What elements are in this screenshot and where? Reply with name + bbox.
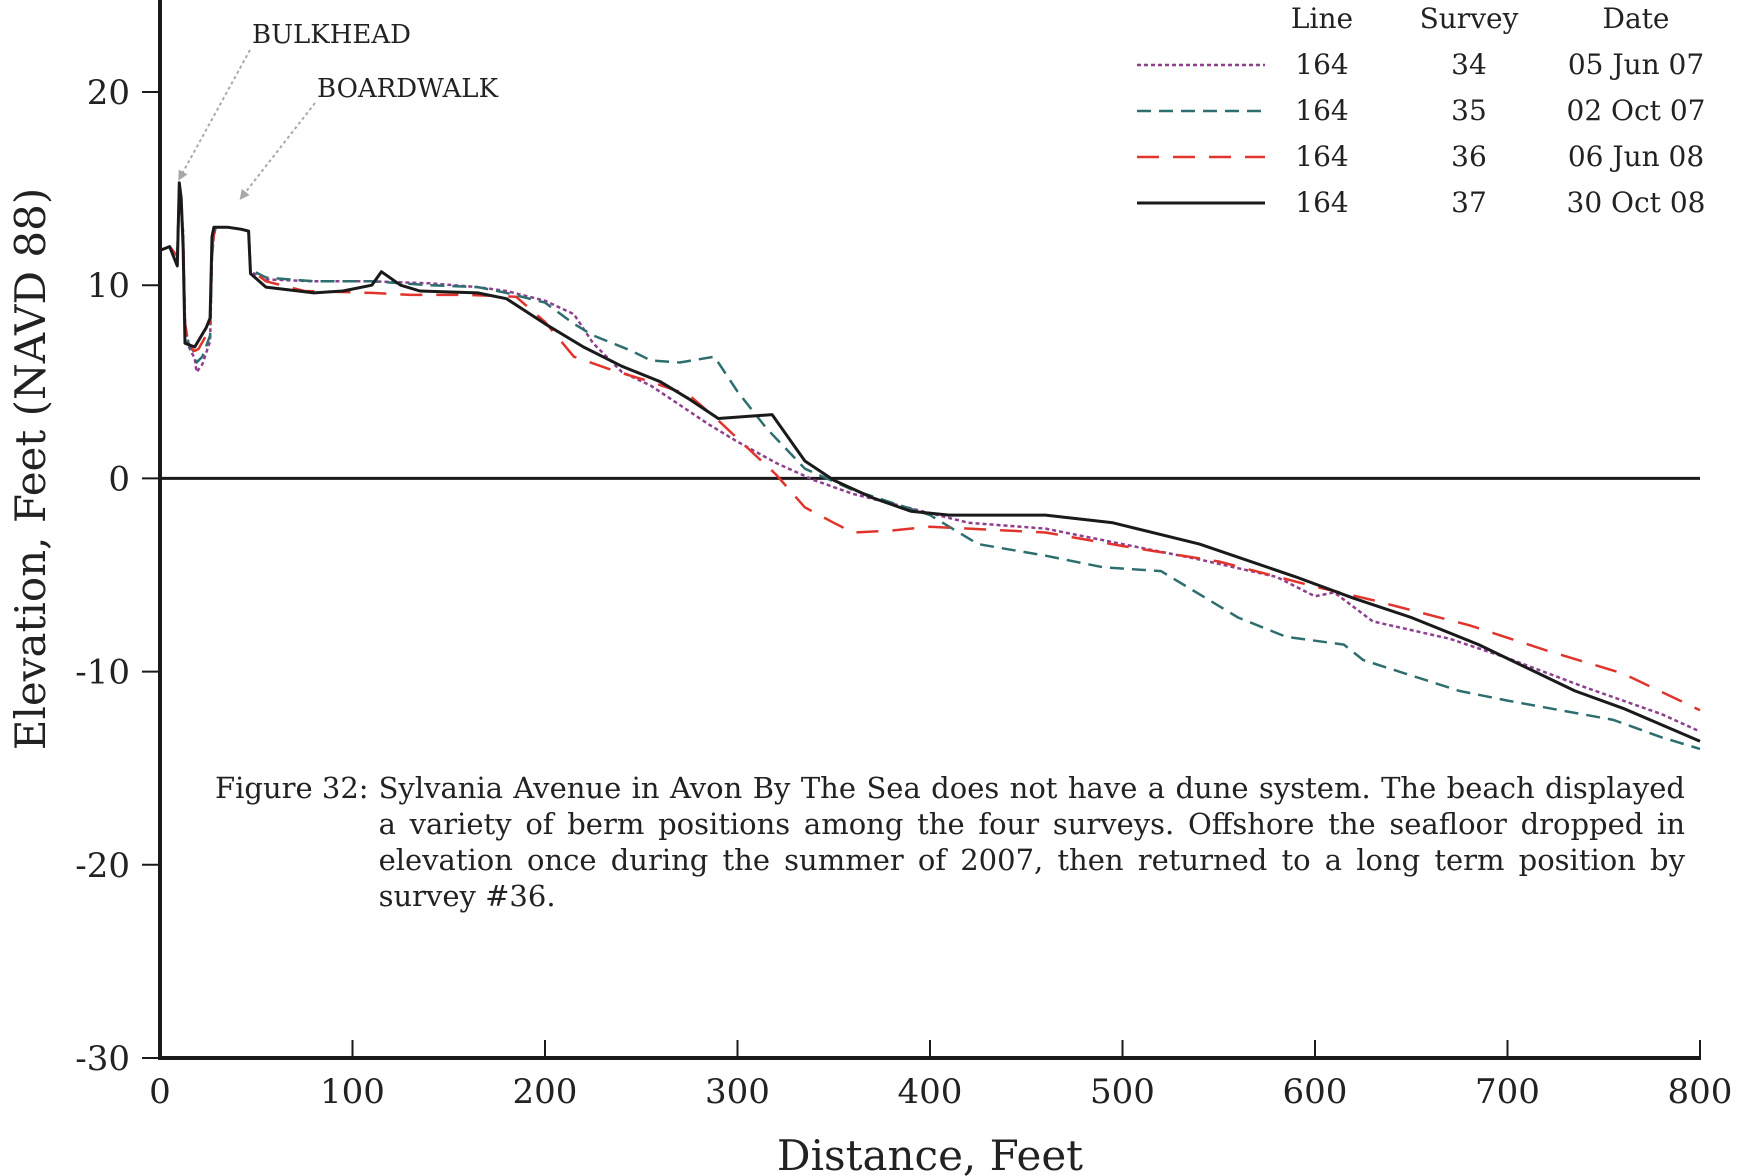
x-tick-label: 800 [1668, 1072, 1733, 1112]
legend-entry-value: 164 [1295, 186, 1348, 219]
legend-entry-value: 02 Oct 07 [1567, 94, 1706, 127]
legend-header: Survey [1420, 2, 1519, 35]
legend-entry-value: 164 [1295, 140, 1348, 173]
y-axis: -30 -20 -10 0 10 20 [75, 0, 162, 1079]
legend-entry-value: 05 Jun 07 [1568, 48, 1704, 81]
figure-caption-text: Sylvania Avenue in Avon By The Sea does … [378, 771, 1685, 913]
figure-caption-label: Figure 32: [215, 771, 369, 805]
legend-entry-value: 164 [1295, 48, 1348, 81]
annotations: BULKHEAD BOARDWALK [178, 20, 499, 200]
y-tick-label: 0 [108, 459, 130, 499]
y-tick-label: -30 [75, 1039, 130, 1079]
legend-entry-value: 30 Oct 08 [1567, 186, 1706, 219]
annotation-arrow [178, 49, 251, 181]
figure-caption: Figure 32: Sylvania Avenue in Avon By Th… [215, 770, 1685, 914]
x-tick-label: 400 [898, 1072, 963, 1112]
x-axis: 0 100 200 300 400 500 600 700 800 [149, 1040, 1732, 1112]
y-tick-label: 20 [87, 73, 130, 113]
series-36-line [159, 187, 1701, 712]
x-tick-label: 500 [1090, 1072, 1155, 1112]
x-tick-label: 700 [1475, 1072, 1540, 1112]
legend-entry-value: 34 [1451, 48, 1487, 81]
legend-header: Date [1603, 2, 1670, 35]
legend: Line Survey Date 164 34 05 Jun 07 164 35 02 Oct … [1137, 2, 1705, 219]
legend-entry-value: 35 [1451, 94, 1487, 127]
y-tick-label: -20 [75, 846, 130, 886]
annotation-arrow [239, 102, 316, 200]
x-tick-label: 600 [1283, 1072, 1348, 1112]
legend-header: Line [1291, 2, 1353, 35]
series-34-line [159, 189, 1701, 733]
x-tick-label: 200 [513, 1072, 578, 1112]
series-35-line [159, 187, 1701, 751]
x-tick-label: 0 [149, 1072, 171, 1112]
legend-entry-value: 06 Jun 08 [1568, 140, 1704, 173]
x-tick-label: 300 [705, 1072, 770, 1112]
legend-entry-value: 37 [1451, 186, 1487, 219]
y-axis-title: Elevation, Feet (NAVD 88) [6, 188, 55, 750]
annotation-label: BOARDWALK [317, 74, 499, 104]
legend-entry-value: 36 [1451, 140, 1487, 173]
y-tick-label: 10 [87, 266, 130, 306]
annotation-label: BULKHEAD [252, 20, 411, 50]
legend-entry-value: 164 [1295, 94, 1348, 127]
x-axis-title: Distance, Feet [777, 1131, 1083, 1176]
series-37-line [159, 181, 1701, 743]
x-tick-label: 100 [320, 1072, 385, 1112]
series-layer [159, 181, 1701, 751]
y-tick-label: -10 [75, 653, 130, 693]
